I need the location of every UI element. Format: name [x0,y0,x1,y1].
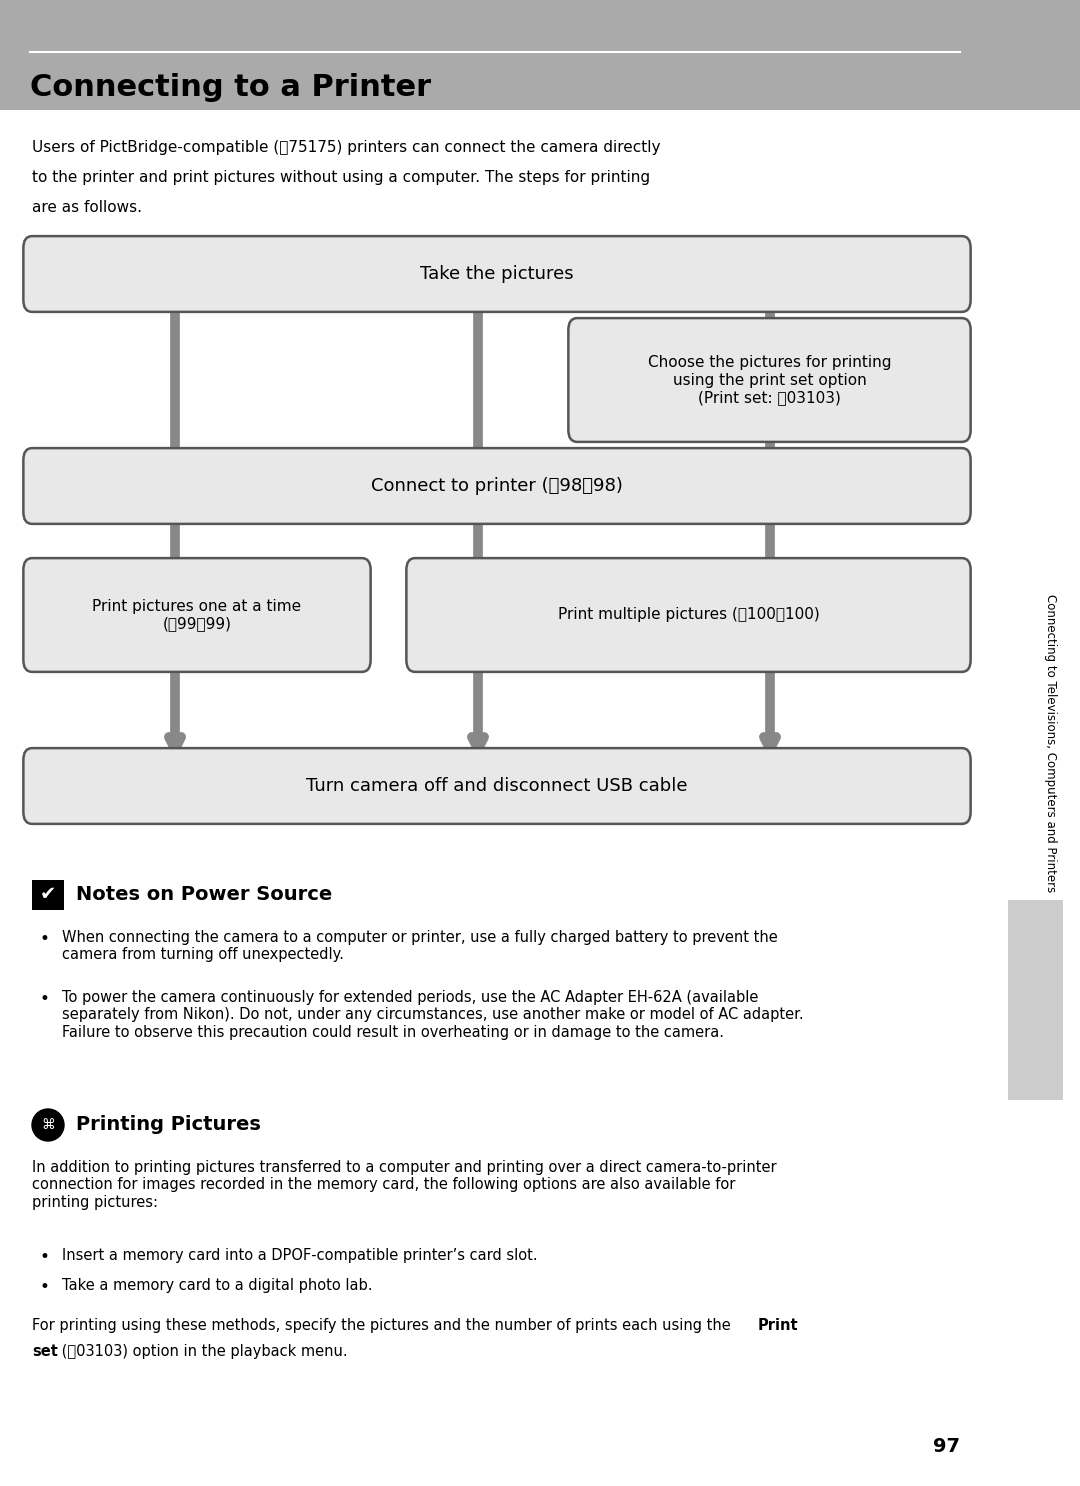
Text: are as follows.: are as follows. [32,201,141,215]
Text: Users of PictBridge-compatible (⎈75175) printers can connect the camera directly: Users of PictBridge-compatible (⎈75175) … [32,140,661,155]
Text: In addition to printing pictures transferred to a computer and printing over a d: In addition to printing pictures transfe… [32,1161,777,1210]
Text: Connect to printer (⎈98⎈98): Connect to printer (⎈98⎈98) [372,477,623,495]
Text: Insert a memory card into a DPOF-compatible printer’s card slot.: Insert a memory card into a DPOF-compati… [62,1248,538,1263]
Text: Notes on Power Source: Notes on Power Source [76,886,333,905]
Text: •: • [40,930,50,948]
Text: set: set [32,1343,58,1360]
Text: Connecting to a Printer: Connecting to a Printer [30,73,431,103]
Text: ✔: ✔ [40,886,56,905]
FancyBboxPatch shape [568,318,971,441]
Text: Turn camera off and disconnect USB cable: Turn camera off and disconnect USB cable [307,777,688,795]
Text: To power the camera continuously for extended periods, use the AC Adapter EH-62A: To power the camera continuously for ext… [62,990,804,1040]
Text: Take the pictures: Take the pictures [420,265,573,282]
Text: •: • [40,990,50,1008]
Circle shape [32,1109,64,1141]
FancyBboxPatch shape [24,747,971,823]
FancyBboxPatch shape [24,236,971,312]
Text: Take a memory card to a digital photo lab.: Take a memory card to a digital photo la… [62,1278,373,1293]
FancyBboxPatch shape [24,449,971,525]
Text: •: • [40,1248,50,1266]
FancyBboxPatch shape [24,559,370,672]
Text: Printing Pictures: Printing Pictures [76,1116,261,1134]
Text: When connecting the camera to a computer or printer, use a fully charged battery: When connecting the camera to a computer… [62,930,778,963]
Text: Connecting to Televisions, Computers and Printers: Connecting to Televisions, Computers and… [1043,594,1056,892]
Text: Print: Print [758,1318,798,1333]
Text: (⎈03103) option in the playback menu.: (⎈03103) option in the playback menu. [57,1343,348,1360]
Text: For printing using these methods, specify the pictures and the number of prints : For printing using these methods, specif… [32,1318,735,1333]
Text: •: • [40,1278,50,1296]
Text: Print pictures one at a time
(⎈99⎈99): Print pictures one at a time (⎈99⎈99) [93,599,301,632]
Text: Print multiple pictures (⎈100⎈100): Print multiple pictures (⎈100⎈100) [557,608,820,623]
Bar [1008,901,1063,1100]
Text: 97: 97 [933,1437,960,1456]
Text: ⌘: ⌘ [41,1117,55,1132]
Bar [0,0,1080,110]
Text: Choose the pictures for printing
using the print set option
(Print set: ⎈03103): Choose the pictures for printing using t… [648,355,891,404]
Text: to the printer and print pictures without using a computer. The steps for printi: to the printer and print pictures withou… [32,169,650,184]
FancyBboxPatch shape [406,559,971,672]
Bar [32,880,64,909]
